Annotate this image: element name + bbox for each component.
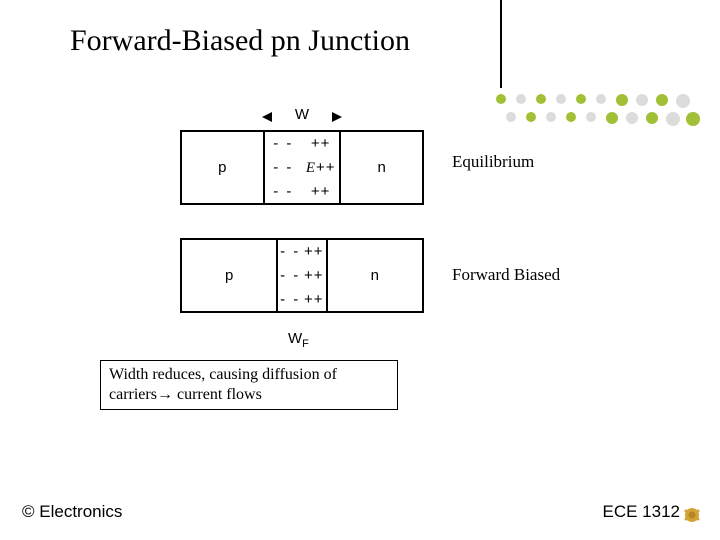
label-equilibrium: Equilibrium xyxy=(452,152,534,172)
width-marker-w: W xyxy=(262,108,342,126)
decor-icon xyxy=(682,505,702,525)
depletion-region: - -++- -E++- -++ xyxy=(263,132,342,203)
p-region: p xyxy=(182,240,276,311)
footer-copyright: © Electronics xyxy=(22,502,122,522)
width-label-w: W xyxy=(262,106,342,123)
depletion-region: - -++- -++- -++ xyxy=(276,240,327,311)
n-region: n xyxy=(341,132,422,203)
p-region: p xyxy=(182,132,263,203)
caption-line-1: Width reduces, causing diffusion of xyxy=(109,365,389,385)
arrow-icon: → xyxy=(157,386,173,403)
divider-line xyxy=(500,0,502,88)
label-forward-biased: Forward Biased xyxy=(452,265,560,285)
page-title: Forward-Biased pn Junction xyxy=(70,24,410,58)
footer-course: ECE 1312 xyxy=(603,502,681,522)
caption-line-2: carriers→ current flows xyxy=(109,385,389,405)
caption-box: Width reduces, causing diffusion of carr… xyxy=(100,360,398,410)
decor-dots xyxy=(496,90,696,124)
n-region: n xyxy=(328,240,422,311)
junction-equilibrium: p - -++- -E++- -++ n xyxy=(180,130,424,205)
junction-forward-biased: p - -++- -++- -++ n xyxy=(180,238,424,313)
width-label-wf: WF xyxy=(288,330,309,350)
